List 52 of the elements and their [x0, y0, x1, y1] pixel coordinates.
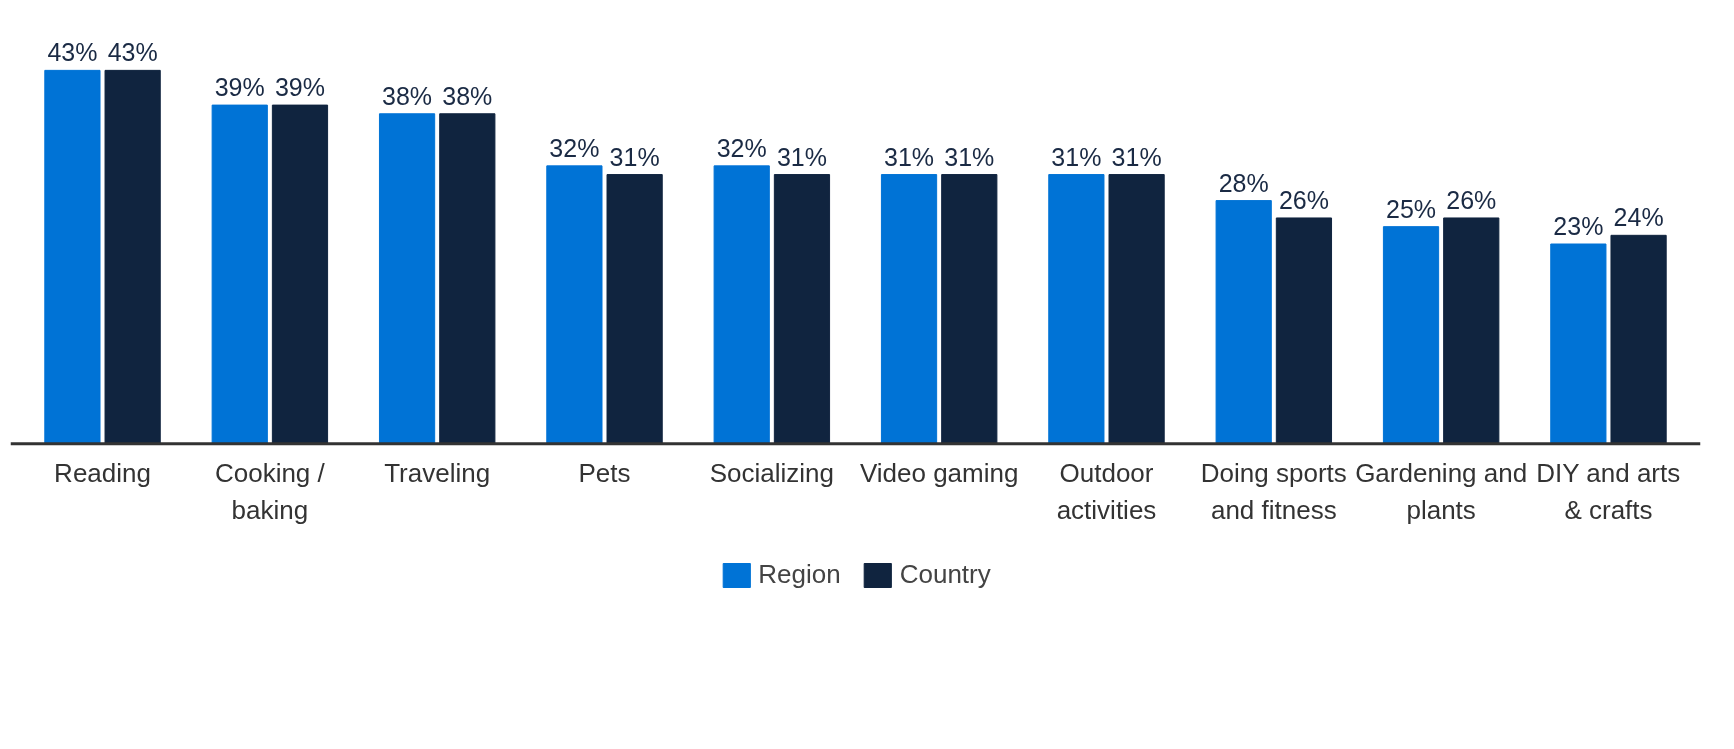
data-label: 39%: [274, 73, 325, 102]
data-label: 25%: [1386, 194, 1437, 223]
bar: [271, 104, 329, 445]
data-label: 26%: [1446, 185, 1497, 214]
data-label: 31%: [1111, 142, 1162, 171]
data-label: 24%: [1613, 203, 1664, 232]
bar: [606, 174, 663, 445]
data-label: 32%: [716, 133, 767, 162]
x-tick-label: Pets: [578, 457, 631, 488]
bar: [1108, 174, 1165, 445]
legend-label: Region: [758, 559, 841, 590]
x-tick-label: DIY and arts & crafts: [1536, 457, 1681, 526]
data-label: 43%: [47, 38, 98, 67]
bar: [439, 113, 496, 445]
x-tick-label: Doing sports and fitness: [1200, 457, 1347, 526]
x-tick-label: Traveling: [384, 457, 491, 488]
data-label: 31%: [1051, 142, 1102, 171]
bar: [1610, 234, 1667, 445]
bar: [941, 174, 998, 445]
bar: [104, 69, 161, 445]
data-label: 32%: [549, 133, 600, 162]
data-label: 31%: [776, 142, 827, 171]
bar: [1382, 226, 1440, 445]
data-label: 31%: [609, 142, 660, 171]
bar: [546, 165, 603, 445]
bar: [1215, 200, 1272, 445]
data-label: 23%: [1553, 212, 1604, 241]
x-tick-label: Gardening and plants: [1355, 457, 1528, 526]
bar: [211, 104, 268, 445]
x-tick-label: Outdoor activities: [1056, 457, 1157, 526]
bar: [1275, 217, 1333, 445]
bar: [713, 165, 770, 445]
x-tick-label: Video gaming: [859, 457, 1019, 488]
data-label: 43%: [107, 38, 158, 67]
data-label: 26%: [1278, 185, 1329, 214]
data-label: 28%: [1218, 168, 1269, 197]
data-label: 38%: [442, 81, 493, 110]
bar: [773, 174, 831, 445]
bar: [1550, 243, 1607, 445]
bar: [378, 113, 436, 445]
legend-label: Country: [899, 559, 991, 590]
data-label: 31%: [884, 142, 935, 171]
bar: [880, 174, 938, 445]
x-tick-label: Reading: [54, 457, 151, 488]
x-tick-label: Cooking / baking: [214, 457, 326, 526]
data-label: 39%: [214, 73, 265, 102]
bar: [1443, 217, 1500, 445]
data-label: 31%: [944, 142, 995, 171]
bar: [44, 69, 101, 445]
data-label: 38%: [382, 81, 433, 110]
x-tick-label: Socializing: [709, 457, 834, 488]
bar: [1048, 174, 1105, 445]
